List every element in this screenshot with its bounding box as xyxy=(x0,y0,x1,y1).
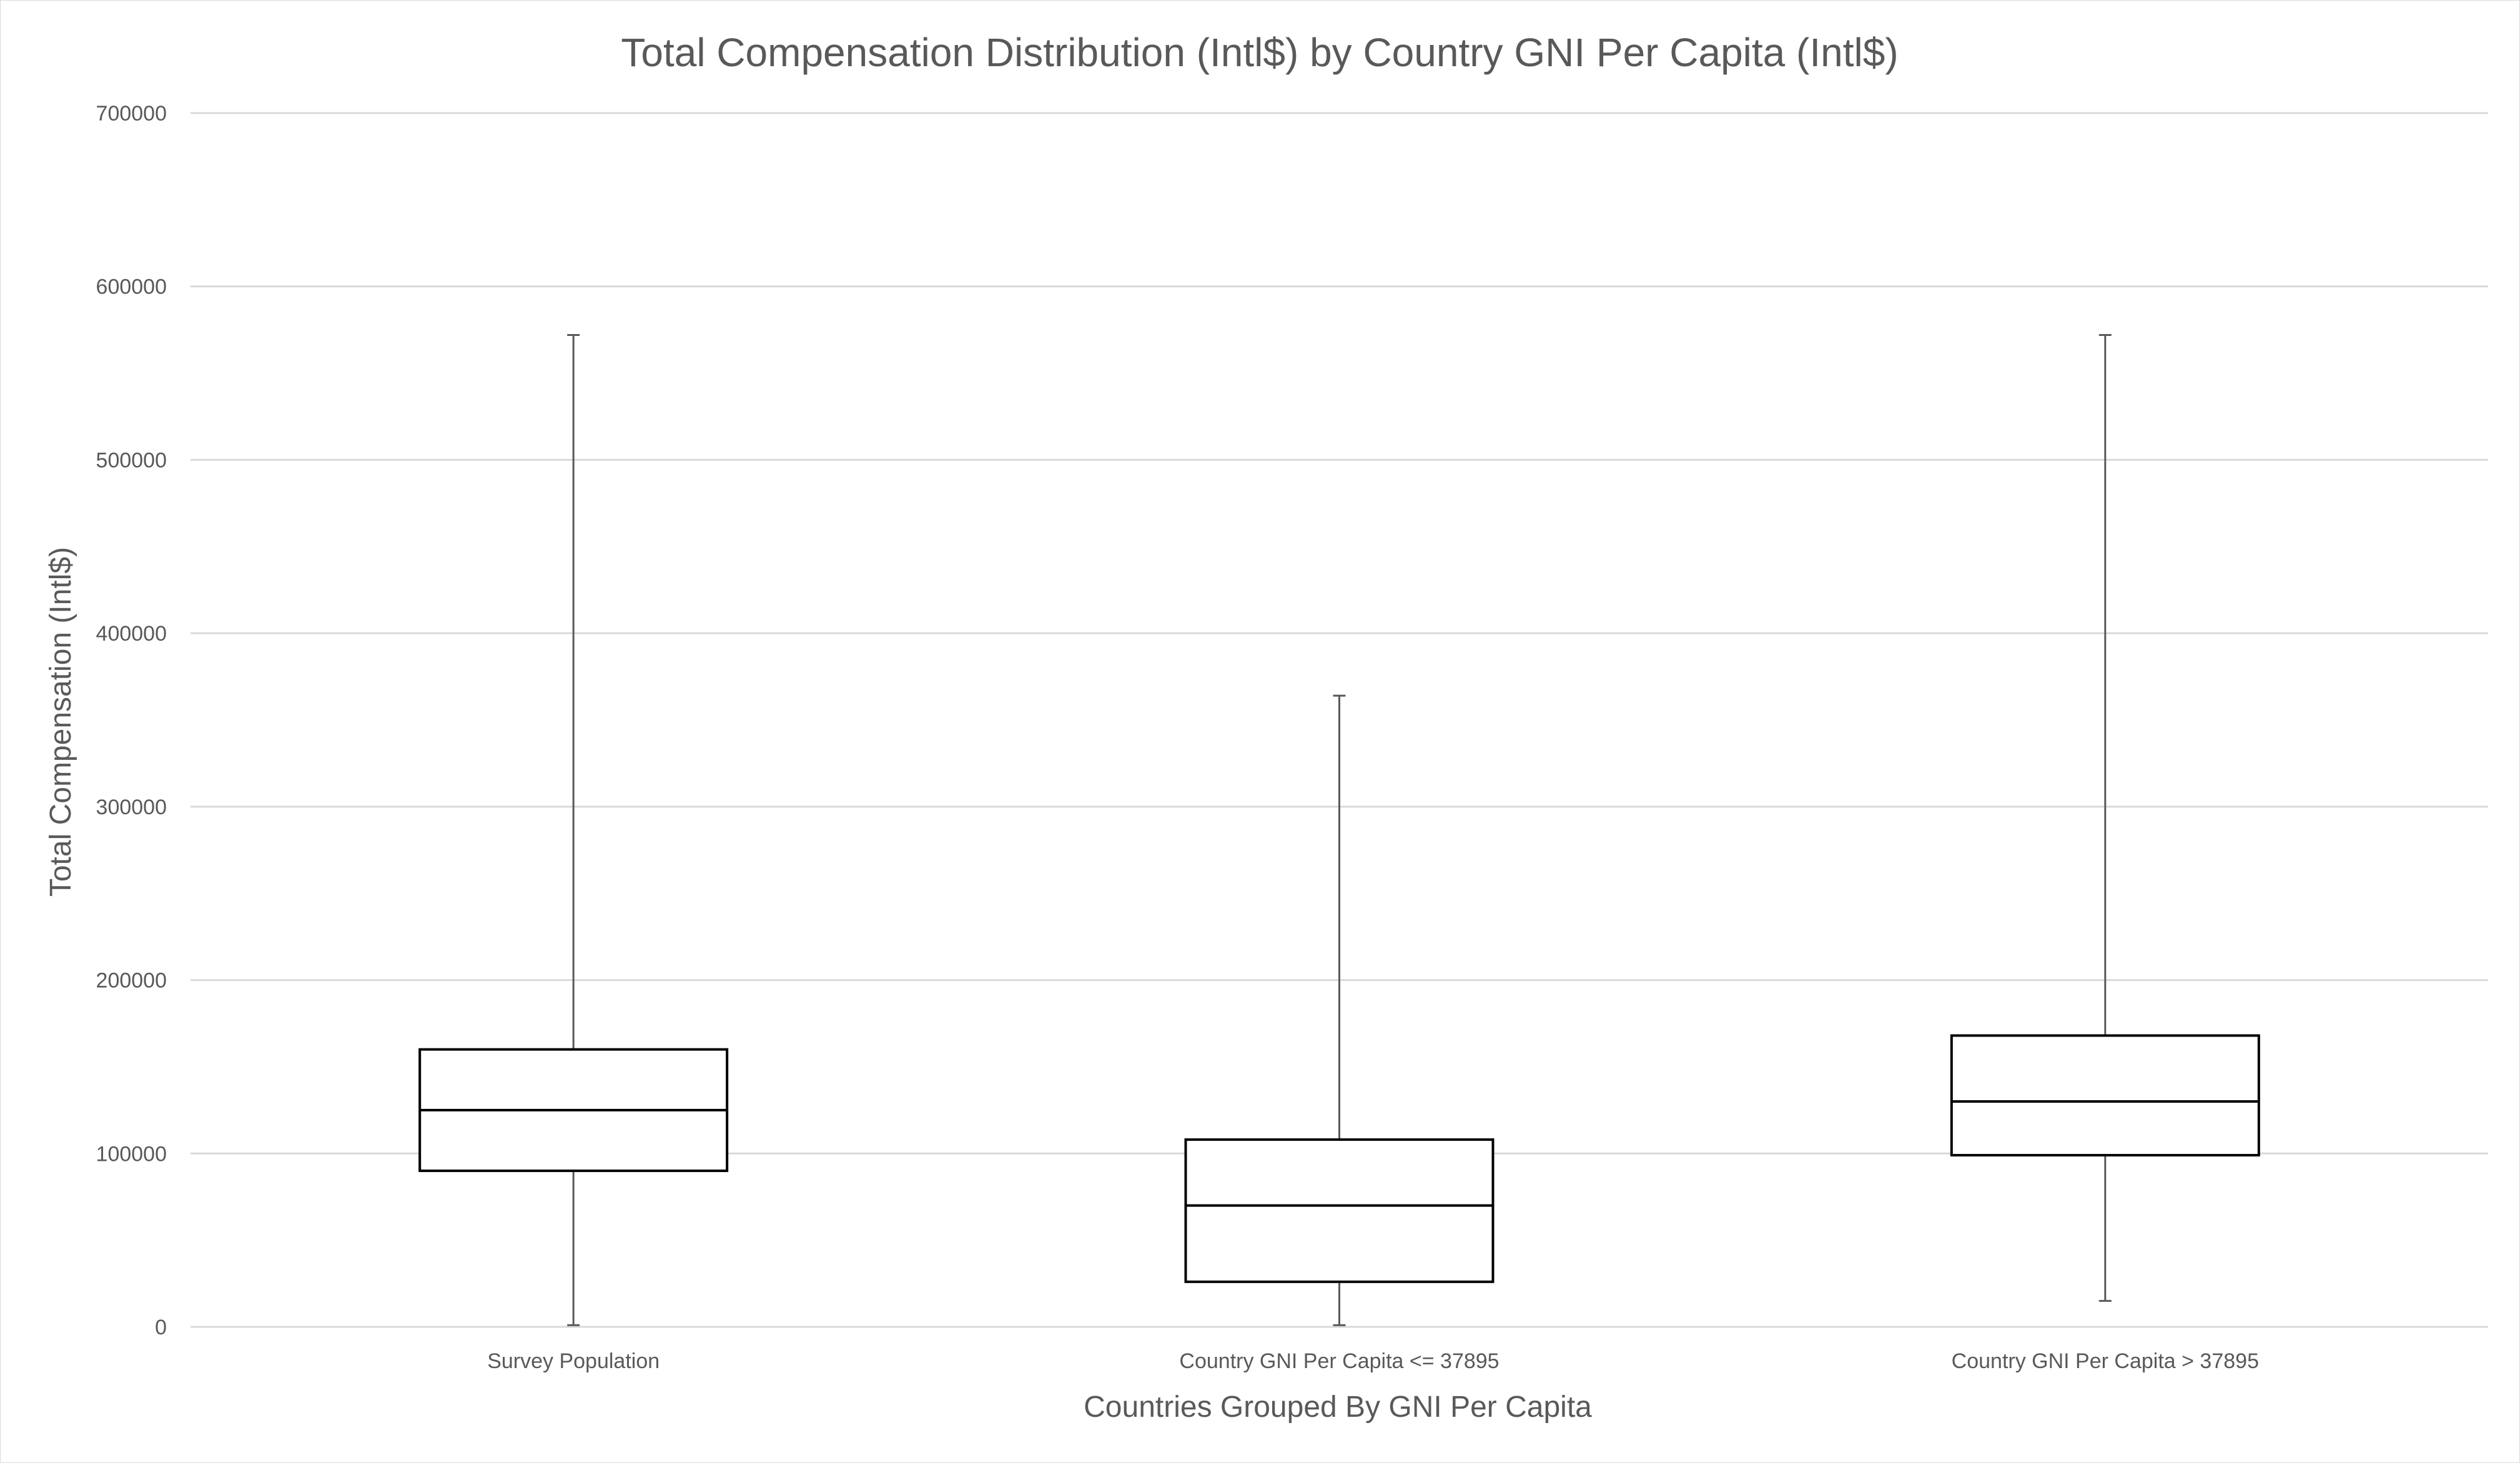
x-axis-title: Countries Grouped By GNI Per Capita xyxy=(1084,1391,1592,1424)
box-group xyxy=(418,333,729,1326)
x-tick-label: Survey Population xyxy=(487,1349,660,1373)
y-axis-tick-labels: 0 100000 200000 300000 400000 500000 600000 700… xyxy=(96,102,167,1339)
y-tick-label: 100000 xyxy=(96,1142,167,1166)
y-tick-label: 400000 xyxy=(96,622,167,646)
y-axis-title: Total Compensation (Intl$) xyxy=(44,547,77,897)
iqr-box xyxy=(1950,1034,2260,1157)
y-tick-label: 700000 xyxy=(96,102,167,126)
box-group xyxy=(1184,694,1495,1326)
iqr-box xyxy=(1184,1138,1495,1283)
y-tick-label: 0 xyxy=(155,1316,167,1339)
box-series xyxy=(418,333,2260,1326)
y-tick-label: 600000 xyxy=(96,275,167,299)
x-tick-label: Country GNI Per Capita > 37895 xyxy=(1952,1349,2259,1373)
y-tick-label: 500000 xyxy=(96,448,167,472)
chart-title: Total Compensation Distribution (Intl$) … xyxy=(621,30,1898,75)
box-group xyxy=(1950,333,2260,1302)
y-tick-label: 300000 xyxy=(96,796,167,819)
x-tick-label: Country GNI Per Capita <= 37895 xyxy=(1179,1349,1499,1373)
x-axis-tick-labels: Survey Population Country GNI Per Capita … xyxy=(487,1349,2259,1373)
y-tick-label: 200000 xyxy=(96,969,167,993)
